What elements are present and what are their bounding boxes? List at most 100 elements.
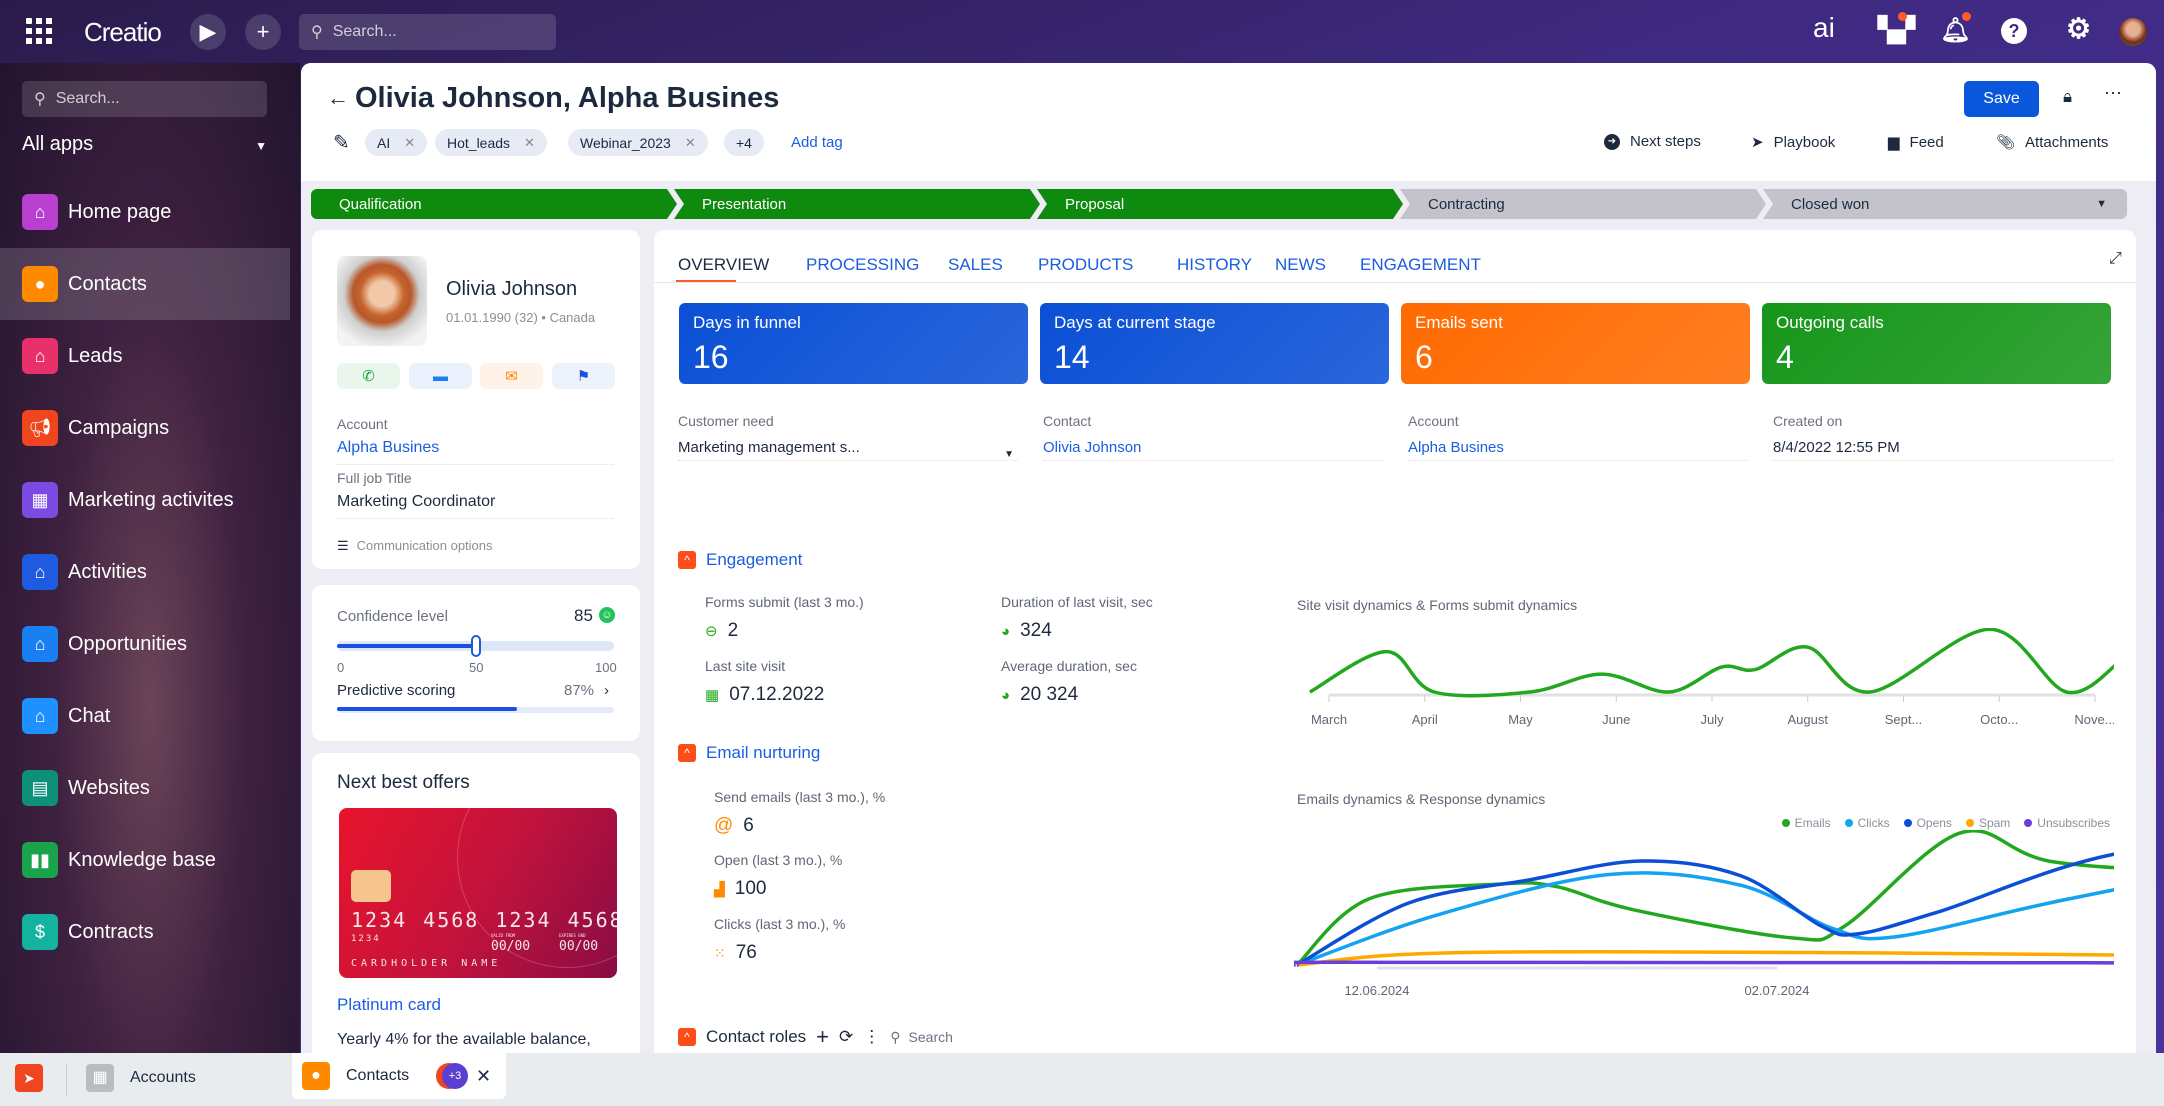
more-tabs-badge[interactable]: +3 [442,1063,468,1089]
gear-icon[interactable]: ⚙ [2066,13,2092,44]
arrow-circle-icon: ➜ [1604,133,1620,150]
ai-button[interactable]: ai [1813,12,1835,43]
tab-overview[interactable]: OVERVIEW [678,255,770,274]
sidebar-item-marketing-activites[interactable]: ▦ Marketing activites [0,464,290,536]
tab-sales[interactable]: SALES [948,255,1003,274]
close-icon[interactable]: ✕ [476,1065,492,1086]
contact-meta: 01.01.1990 (32) • Canada [446,310,596,325]
call-button[interactable]: ✆ [337,363,400,389]
site-visit-chart: March April May June July August Sept... Octo..… [1308,628,2114,727]
bell-icon[interactable]: 🔔︎ [1940,17,1971,44]
legend-item[interactable]: Spam [1965,816,2010,830]
credit-card-image[interactable]: 1234456812344568 1234 VALID FROM 00/00 E… [339,808,617,978]
tag-chip[interactable]: Hot_leads ✕ [435,129,547,156]
refresh-icon[interactable]: ⟳ [839,1027,854,1046]
predictive-scoring-button[interactable]: 87% › [564,682,610,699]
all-apps-dropdown[interactable]: All apps ▼ [22,133,267,155]
flag-button[interactable]: ⚑ [552,363,615,389]
x-tick-label: August [1788,712,1829,727]
sidebar-item-home-page[interactable]: ⌂ Home page [0,176,290,248]
apps-icon[interactable]: ▚▞ [1878,17,1915,44]
taskbar-item-contacts[interactable]: ● Contacts +3 ✕ [292,1053,506,1099]
sidebar-item-chat[interactable]: ⌂ Chat [0,680,290,752]
creatio-logo: Creatio [84,17,162,47]
search-icon: ⚲ [311,24,323,41]
close-icon[interactable]: ✕ [404,134,416,150]
sidebar-item-websites[interactable]: ▤ Websites [0,752,290,824]
sidebar-item-contacts[interactable]: ● Contacts [0,248,290,320]
home-icon: ⌂ [22,554,58,590]
tag-chip[interactable]: Webinar_2023 ✕ [568,129,708,156]
avatar[interactable] [2119,18,2147,46]
contact-roles-section-toggle[interactable]: ^ Contact roles + ⟳ ⋮ ⚲ Search [678,1024,953,1050]
add-button[interactable]: + [245,14,281,50]
sidebar-item-knowledge-base[interactable]: ▮▮ Knowledge base [0,824,290,896]
divider [66,1063,67,1095]
message-button[interactable]: ▬ [409,363,472,389]
more-options-icon[interactable]: ⋯ [2104,83,2122,103]
taskbar-item-accounts[interactable]: ▦ Accounts [86,1064,196,1092]
sidebar-item-opportunities[interactable]: ⌂ Opportunities [0,608,290,680]
roles-search[interactable]: ⚲ Search [890,1028,953,1045]
creatio-home-icon[interactable]: ➤ [15,1064,43,1092]
slider-thumb[interactable] [470,635,481,657]
stage-qualification[interactable]: Qualification [311,189,677,219]
sidebar-item-leads[interactable]: ⌂ Leads [0,320,290,392]
kpi-value: 14 [1054,339,1090,375]
stat-clicks: Clicks (last 3 mo.), % ⁙ 76 [714,916,846,963]
contact-name: Olivia Johnson [446,278,578,300]
help-icon[interactable]: ? [2001,18,2027,44]
tab-history[interactable]: HISTORY [1177,255,1252,274]
global-search-input[interactable]: ⚲ Search... [299,14,556,50]
legend-item[interactable]: Unsubscribes [2024,816,2110,830]
engagement-section-toggle[interactable]: ^ Engagement [678,550,802,570]
feed-button[interactable]: ▆ Feed [1888,133,1944,152]
tab-products[interactable]: PRODUCTS [1038,255,1134,274]
app-launcher-icon[interactable] [26,18,52,44]
tab-engagement[interactable]: ENGAGEMENT [1360,255,1481,274]
sidebar-search-input[interactable]: ⚲ Search... [22,81,267,117]
legend-item[interactable]: Emails [1781,816,1831,830]
email-button[interactable]: ✉ [480,363,543,389]
sidebar-item-contracts[interactable]: $ Contracts [0,896,290,968]
stage-contracting[interactable]: Contracting [1400,189,1766,219]
tab-processing[interactable]: PROCESSING [806,255,920,274]
chevron-down-icon[interactable]: ▼ [2096,198,2107,210]
pencil-icon[interactable]: ✎ [333,132,350,154]
stage-presentation[interactable]: Presentation [674,189,1040,219]
more-tags-chip[interactable]: +4 [724,129,764,156]
back-arrow-icon[interactable]: ← [327,85,349,110]
account-link[interactable]: Alpha Busines [337,439,440,456]
sidebar-item-campaigns[interactable]: 📢︎ Campaigns [0,392,290,464]
kpi-label: Days in funnel [693,313,801,332]
attachments-button[interactable]: 📎︎ Attachments [1996,133,2109,152]
offer-name-link[interactable]: Platinum card [337,995,441,1014]
more-vertical-icon[interactable]: ⋮ [863,1027,881,1046]
next-steps-button[interactable]: ➜ Next steps [1604,133,1701,150]
tab-news[interactable]: NEWS [1275,255,1326,274]
playbook-button[interactable]: ➤ Playbook [1751,133,1836,152]
add-icon[interactable]: + [816,1024,830,1049]
tag-chip[interactable]: AI ✕ [365,129,428,156]
add-tag-link[interactable]: Add tag [791,134,843,151]
legend-item[interactable]: Clicks [1844,816,1890,830]
sidebar-item-activities[interactable]: ⌂ Activities [0,536,290,608]
email-nurturing-section-toggle[interactable]: ^ Email nurturing [678,743,820,763]
legend-dot [1903,819,1912,827]
run-process-button[interactable]: ▶ [190,14,226,50]
confidence-slider[interactable] [337,635,614,657]
divider [337,464,614,465]
page-title: Olivia Johnson, Alpha Busines [355,82,780,114]
save-button[interactable]: Save [1964,81,2039,117]
kpi-value: 4 [1776,339,1794,375]
stage-closed-won[interactable]: Closed won ▼ [1763,189,2127,219]
close-icon[interactable]: ✕ [524,134,535,150]
communication-options-button[interactable]: ☰ Communication options [337,538,493,553]
expand-icon[interactable]: ⤢ [2109,250,2122,267]
chevron-down-icon[interactable]: ▼ [1004,449,1014,460]
lock-icon[interactable]: 🔒︎ [2063,87,2073,106]
stage-proposal[interactable]: Proposal [1037,189,1403,219]
field-customer-need[interactable]: Customer need Marketing management s... ▼ [678,413,1018,461]
close-icon[interactable]: ✕ [684,134,696,150]
legend-item[interactable]: Opens [1903,816,1952,830]
